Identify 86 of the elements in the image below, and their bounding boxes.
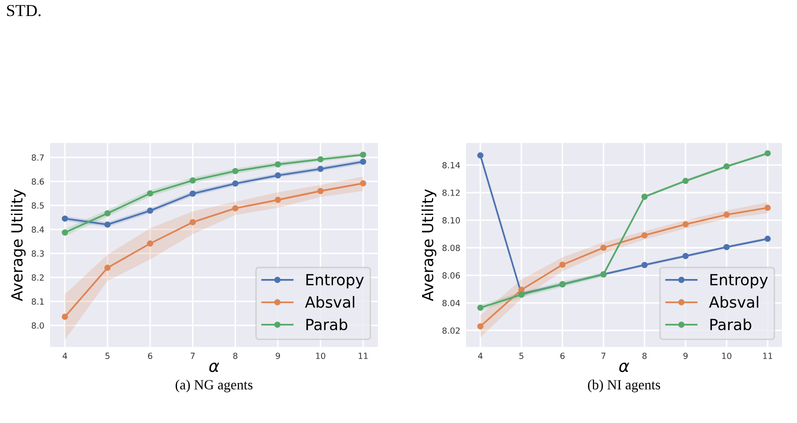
point [723, 163, 730, 170]
legend-label: Entropy [306, 274, 364, 288]
y-tick-label: 8.2 [32, 274, 44, 281]
point [232, 180, 238, 187]
y-tick-label: 8.6 [32, 178, 44, 185]
point [190, 177, 196, 184]
point [62, 314, 68, 320]
x-tick-label: 5 [519, 352, 524, 360]
y-tick-label: 8.1 [32, 298, 44, 305]
x-tick-label: 10 [722, 352, 732, 360]
x-tick-label: 4 [62, 352, 68, 359]
x-tick-label: 9 [683, 352, 688, 360]
point [360, 158, 366, 165]
point [360, 180, 366, 186]
point [317, 188, 324, 194]
point [104, 264, 111, 271]
x-tick-label: 8 [233, 352, 238, 360]
x-tick-label: 11 [358, 352, 368, 359]
point [641, 232, 648, 238]
point [146, 208, 154, 214]
x-tick-label: 6 [560, 352, 565, 360]
y-axis-title: Average Utility [422, 189, 436, 302]
point [477, 152, 484, 159]
x-tick-label: 5 [106, 352, 110, 360]
point [477, 323, 484, 330]
legend-label: Absval [305, 296, 354, 308]
y-axis-title: Average Utility [10, 189, 26, 302]
point [559, 262, 566, 268]
y-tick-label: 8.02 [442, 327, 460, 334]
y-tick-label: 8.5 [32, 202, 44, 209]
x-tick-label: 10 [316, 352, 326, 360]
point [317, 156, 324, 162]
point [62, 215, 68, 222]
y-tick-label: 8.04 [442, 300, 460, 306]
text: (b) NI agents [588, 380, 660, 392]
y-tick-label: 8.14 [442, 162, 460, 168]
point [764, 204, 771, 211]
point [723, 212, 730, 218]
y-tick-label: 8.3 [32, 250, 44, 257]
point [764, 150, 771, 156]
point [104, 210, 111, 216]
x-tick-label: 4 [478, 352, 483, 359]
legend-label: Absval [709, 296, 758, 308]
legend-label: Entropy [710, 274, 768, 288]
x-tick-label: 9 [276, 352, 280, 360]
point [764, 236, 771, 242]
y-tick-label: 8.0 [32, 322, 44, 329]
x-axis-title: α [619, 362, 630, 372]
legend-label: Parab [306, 318, 348, 330]
x-axis-title: α [209, 362, 220, 372]
point [232, 168, 238, 174]
text: STD. [7, 4, 41, 16]
x-tick-label: 8 [642, 352, 647, 360]
point [360, 152, 366, 158]
legend-label: Parab [710, 318, 752, 330]
point [190, 219, 196, 226]
x-tick-label: 7 [190, 352, 195, 359]
y-tick-label: 8.10 [442, 217, 460, 224]
point [682, 221, 689, 228]
point [317, 166, 324, 172]
point [274, 196, 282, 204]
x-tick-label: 7 [602, 352, 606, 359]
x-tick-label: 11 [763, 352, 772, 359]
text: (a) NG agents [176, 380, 252, 392]
x-tick-label: 6 [148, 352, 152, 360]
point [190, 190, 196, 197]
y-tick-label: 8.7 [32, 154, 44, 161]
point [682, 252, 689, 260]
point [62, 229, 68, 236]
point [477, 304, 484, 311]
point [104, 221, 111, 228]
point [274, 161, 282, 168]
y-tick-label: 8.4 [32, 226, 44, 233]
point [146, 190, 154, 197]
point [600, 244, 607, 251]
point [146, 240, 154, 247]
y-tick-label: 8.08 [442, 244, 460, 252]
point [641, 194, 648, 200]
point [232, 205, 238, 212]
y-tick-label: 8.06 [442, 272, 460, 279]
point [274, 172, 282, 179]
point [641, 262, 648, 268]
point [723, 244, 730, 250]
point [518, 286, 525, 293]
y-tick-label: 8.12 [442, 190, 460, 196]
point [682, 178, 689, 184]
